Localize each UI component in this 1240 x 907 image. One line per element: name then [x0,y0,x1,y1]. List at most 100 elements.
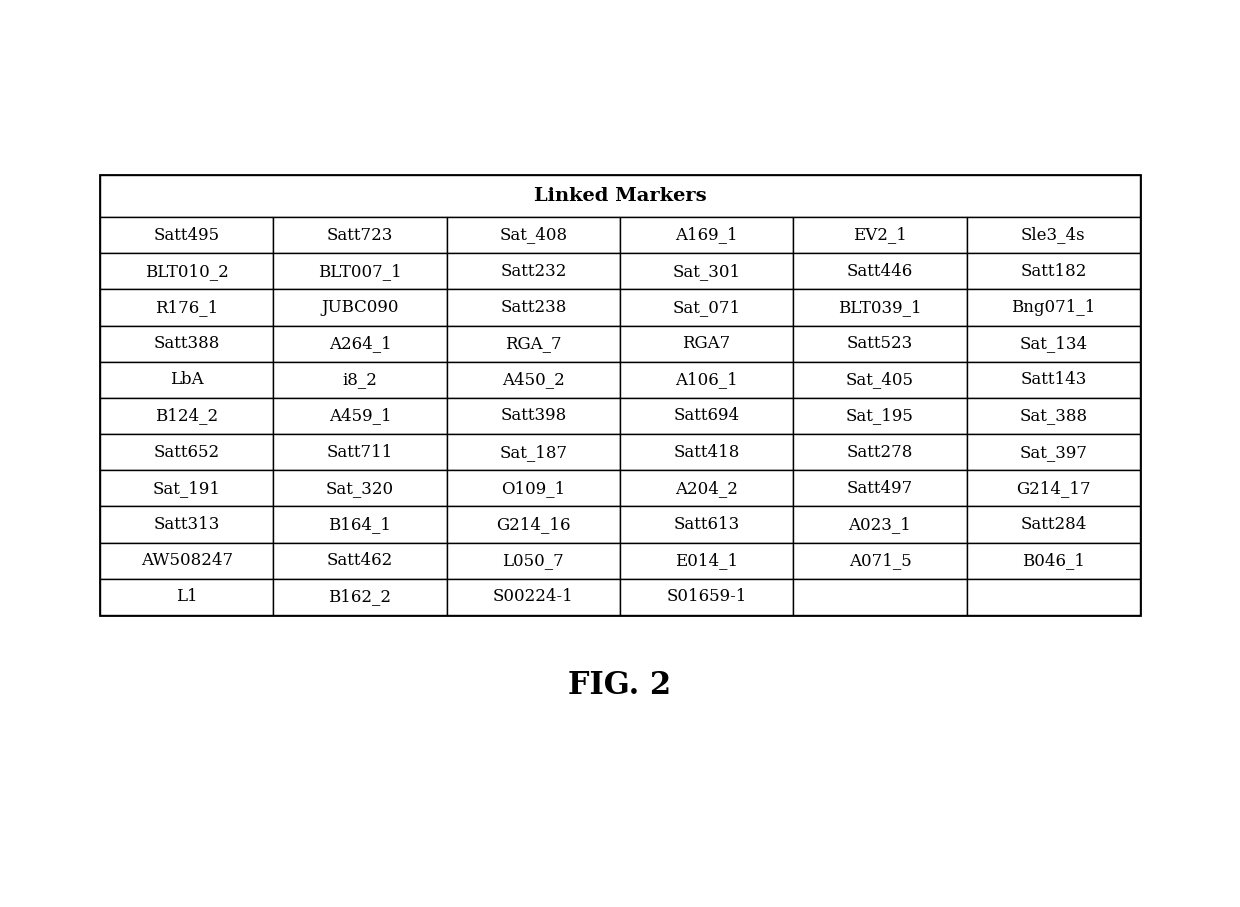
Bar [620,434,794,470]
Bar [967,326,1140,362]
Text: Satt723: Satt723 [327,227,393,244]
Bar [446,398,620,434]
Text: Satt495: Satt495 [154,227,219,244]
Bar [446,289,620,326]
Bar [794,506,967,542]
Bar [794,362,967,398]
Text: A169_1: A169_1 [676,227,738,244]
Text: B162_2: B162_2 [329,589,392,605]
Text: Satt694: Satt694 [673,407,740,424]
Bar [100,579,273,615]
Text: E014_1: E014_1 [675,552,738,570]
Text: Satt418: Satt418 [673,444,740,461]
Bar [273,542,446,579]
Text: Satt462: Satt462 [327,552,393,570]
Text: A204_2: A204_2 [676,480,738,497]
Bar [620,289,794,326]
Text: FIG. 2: FIG. 2 [568,669,672,700]
Text: EV2_1: EV2_1 [853,227,906,244]
Text: LbA: LbA [170,371,203,388]
Bar [967,253,1140,289]
Text: B124_2: B124_2 [155,407,218,424]
Bar [446,434,620,470]
Bar [100,398,273,434]
Text: Sat_191: Sat_191 [153,480,221,497]
Text: A023_1: A023_1 [848,516,911,533]
Text: L050_7: L050_7 [502,552,564,570]
Bar [794,253,967,289]
Bar [620,506,794,542]
Bar [100,175,1140,615]
Text: Satt143: Satt143 [1021,371,1086,388]
Text: BLT007_1: BLT007_1 [319,263,402,279]
Text: Sat_408: Sat_408 [500,227,568,244]
Text: Linked Markers: Linked Markers [533,187,707,205]
Text: JUBC090: JUBC090 [321,299,399,316]
Text: Sat_320: Sat_320 [326,480,394,497]
Text: A264_1: A264_1 [329,335,392,352]
Text: Satt446: Satt446 [847,263,913,279]
Bar [794,434,967,470]
Bar [967,289,1140,326]
Text: Sat_071: Sat_071 [672,299,740,316]
Bar [446,253,620,289]
Text: Satt497: Satt497 [847,480,913,497]
Text: A459_1: A459_1 [329,407,392,424]
Bar [620,398,794,434]
Bar [794,326,967,362]
Bar [446,326,620,362]
Text: B164_1: B164_1 [329,516,392,533]
Text: A106_1: A106_1 [676,371,738,388]
Text: BLT010_2: BLT010_2 [145,263,228,279]
Bar [620,253,794,289]
Text: Satt278: Satt278 [847,444,913,461]
Text: Sat_397: Sat_397 [1019,444,1087,461]
Bar [273,579,446,615]
Text: Satt523: Satt523 [847,335,913,352]
Text: Sat_301: Sat_301 [672,263,740,279]
Bar [100,289,273,326]
Bar [100,470,273,506]
Bar [794,217,967,253]
Bar [100,434,273,470]
Bar [273,217,446,253]
Bar [100,326,273,362]
Text: S01659-1: S01659-1 [666,589,746,605]
Text: R176_1: R176_1 [155,299,218,316]
Bar [620,470,794,506]
Text: Satt398: Satt398 [500,407,567,424]
Bar [446,217,620,253]
Text: RGA_7: RGA_7 [505,335,562,352]
Bar [967,542,1140,579]
Text: Satt313: Satt313 [154,516,219,533]
Text: Satt238: Satt238 [500,299,567,316]
Bar [967,362,1140,398]
Text: B046_1: B046_1 [1022,552,1085,570]
Text: G214_17: G214_17 [1016,480,1091,497]
Bar [100,253,273,289]
Bar [446,362,620,398]
Text: AW508247: AW508247 [140,552,233,570]
Text: BLT039_1: BLT039_1 [838,299,921,316]
Text: Satt182: Satt182 [1021,263,1086,279]
Text: O109_1: O109_1 [501,480,565,497]
Bar [620,217,794,253]
Bar [967,579,1140,615]
Bar [273,326,446,362]
Bar [620,542,794,579]
Bar [967,398,1140,434]
Bar [446,506,620,542]
Text: G214_16: G214_16 [496,516,570,533]
Bar [273,434,446,470]
Text: Satt232: Satt232 [500,263,567,279]
Text: A071_5: A071_5 [848,552,911,570]
Text: Satt284: Satt284 [1021,516,1086,533]
Bar [100,362,273,398]
Bar [273,253,446,289]
Text: Sat_405: Sat_405 [846,371,914,388]
Text: i8_2: i8_2 [342,371,377,388]
Bar [967,470,1140,506]
Bar [794,470,967,506]
Text: Satt388: Satt388 [154,335,219,352]
Text: Satt613: Satt613 [673,516,740,533]
